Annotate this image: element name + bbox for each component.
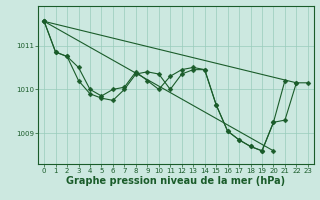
- X-axis label: Graphe pression niveau de la mer (hPa): Graphe pression niveau de la mer (hPa): [67, 176, 285, 186]
